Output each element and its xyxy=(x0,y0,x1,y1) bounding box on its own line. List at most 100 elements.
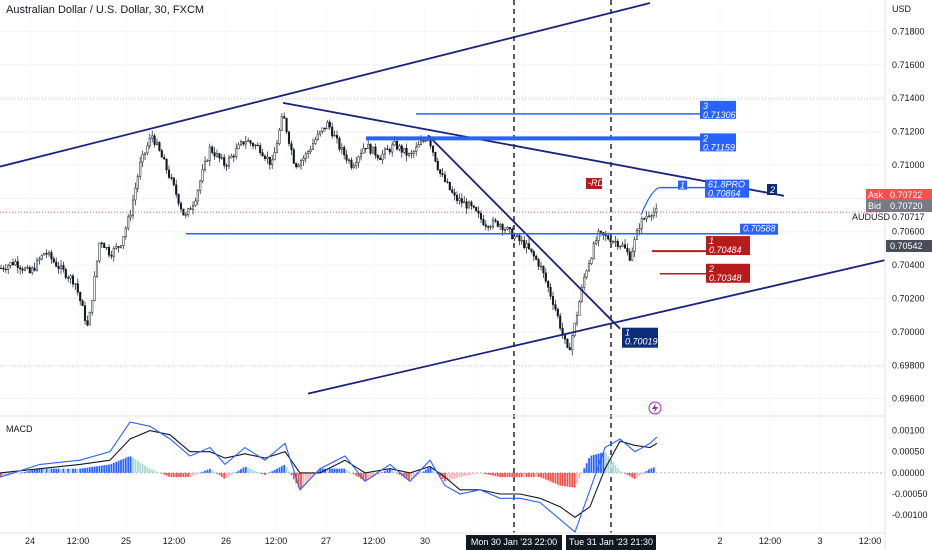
macd-histogram-bar xyxy=(636,472,638,478)
bid-price-tag xyxy=(866,200,886,212)
macd-histogram-bar xyxy=(422,471,425,473)
candle-body xyxy=(513,236,516,240)
candle-body xyxy=(38,258,41,261)
macd-histogram-bar xyxy=(645,471,648,473)
price-tick-label: 0.70000 xyxy=(892,327,925,337)
macd-histogram-bar xyxy=(420,472,422,474)
macd-histogram-bar xyxy=(4,472,7,476)
macd-histogram-bar xyxy=(621,472,624,473)
candle-body xyxy=(527,243,531,250)
candle-body xyxy=(573,322,576,337)
macd-histogram-bar xyxy=(564,472,566,487)
candle-body xyxy=(153,135,156,145)
macd-histogram-bar xyxy=(141,463,144,473)
ask-price-tag xyxy=(866,189,886,201)
candle-body xyxy=(491,219,495,227)
ask-price-value: 0.70722 xyxy=(890,190,923,200)
macd-histogram-bar xyxy=(386,469,389,473)
macd-histogram-bar xyxy=(172,472,175,478)
candle-body xyxy=(2,267,5,270)
candle-body xyxy=(91,300,94,313)
candle-body xyxy=(489,226,492,228)
candle-body xyxy=(647,215,651,217)
macd-histogram-bar xyxy=(638,472,641,477)
macd-histogram-bar xyxy=(345,469,348,473)
candle-body xyxy=(549,287,552,297)
candle-body xyxy=(105,247,108,249)
macd-histogram-bar xyxy=(273,469,276,473)
macd-histogram-bar xyxy=(148,468,151,473)
candle-body xyxy=(206,160,209,162)
pivot-low-label-text: 1 xyxy=(625,328,630,338)
candle-body xyxy=(484,224,487,227)
candle-body xyxy=(475,207,478,212)
candle-body xyxy=(83,305,87,321)
level-2-label-text: 2 xyxy=(702,133,708,143)
candle-body xyxy=(453,192,456,196)
candle-body xyxy=(227,157,231,167)
candle-body xyxy=(496,220,499,227)
candle-body xyxy=(45,253,48,255)
candle-body xyxy=(179,203,183,210)
macd-histogram-bar xyxy=(312,472,314,477)
macd-histogram-bar xyxy=(237,470,240,473)
macd-tick-label: -0.00100 xyxy=(892,510,928,520)
candle-body xyxy=(321,127,324,132)
macd-histogram-bar xyxy=(523,472,526,478)
macd-histogram-bar xyxy=(165,472,168,476)
candle-body xyxy=(251,143,255,147)
candle-body xyxy=(230,155,233,159)
candle-body xyxy=(160,150,163,158)
candle-body xyxy=(460,198,463,204)
candle-body xyxy=(403,148,406,153)
macd-histogram-bar xyxy=(492,472,494,476)
macd-histogram-bar xyxy=(64,468,67,473)
macd-histogram-bar xyxy=(597,453,600,473)
candle-body xyxy=(424,140,427,142)
candle-body xyxy=(115,246,118,249)
candle-body xyxy=(525,243,528,249)
candle-body xyxy=(407,153,411,156)
macd-histogram-bar xyxy=(0,472,2,477)
candle-body xyxy=(88,311,91,326)
bid-price-value: 0.70720 xyxy=(890,201,923,211)
macd-histogram-bar xyxy=(112,462,115,473)
target-1-label-text: 1 xyxy=(709,236,714,246)
macd-histogram-bar xyxy=(321,468,324,473)
time-tick-label: 26 xyxy=(221,536,231,546)
candle-body xyxy=(635,229,639,240)
pivot-low-label-box xyxy=(622,327,658,348)
macd-histogram-bar xyxy=(381,472,384,474)
macd-histogram-bar xyxy=(427,467,430,473)
macd-histogram-bar xyxy=(307,472,310,482)
last-price-value: 0.70717 xyxy=(892,212,925,222)
level-3-label-text: 3 xyxy=(703,101,708,111)
macd-histogram-bar xyxy=(528,472,530,478)
candle-body xyxy=(163,157,166,160)
candle-body xyxy=(439,169,442,174)
macd-histogram-bar xyxy=(230,472,233,476)
target-2-label-text: 2 xyxy=(708,264,714,274)
macd-histogram-bar xyxy=(520,472,523,478)
macd-histogram-bar xyxy=(79,468,82,473)
macd-histogram-bar xyxy=(417,472,420,475)
candle-body xyxy=(575,315,579,324)
candle-body xyxy=(112,247,115,257)
macd-histogram-bar xyxy=(100,465,103,473)
macd-histogram-bar xyxy=(182,472,185,478)
candle-body xyxy=(340,147,343,150)
candle-body xyxy=(203,160,207,170)
candle-body xyxy=(254,144,257,147)
macd-histogram-bar xyxy=(612,461,614,473)
price-tick-label: 0.69800 xyxy=(892,360,925,370)
candle-body xyxy=(645,216,648,220)
macd-histogram-bar xyxy=(600,452,602,473)
macd-histogram-bar xyxy=(648,469,650,473)
macd-histogram-bar xyxy=(28,470,31,473)
candle-body xyxy=(417,144,420,148)
lightning-icon-glyph xyxy=(652,403,658,413)
guide-lines xyxy=(0,0,885,533)
candle-body xyxy=(4,268,7,271)
